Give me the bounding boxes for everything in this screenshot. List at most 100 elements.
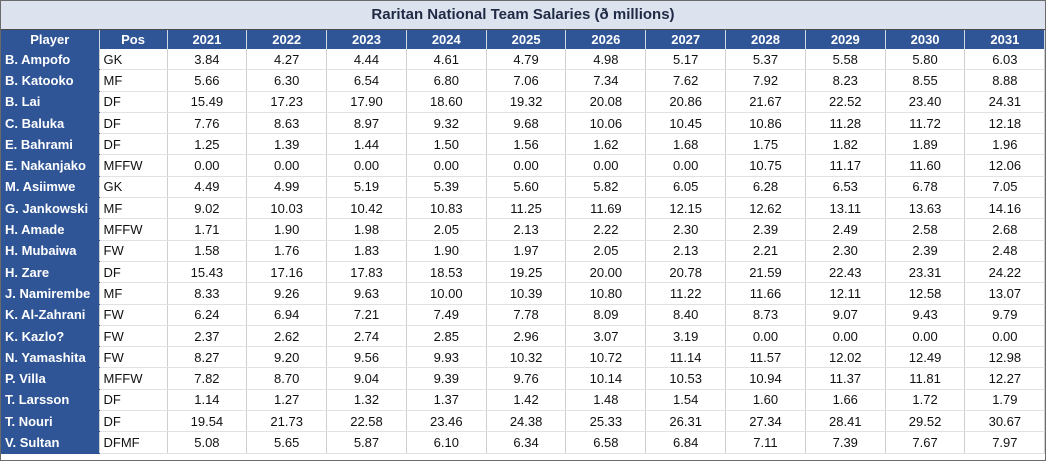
- salary-cell[interactable]: 2.58: [885, 218, 966, 241]
- salary-cell[interactable]: 12.15: [645, 197, 727, 220]
- salary-cell[interactable]: 8.55: [885, 69, 966, 92]
- player-name-cell[interactable]: E. Bahrami: [1, 133, 100, 156]
- salary-cell[interactable]: 25.33: [565, 410, 647, 433]
- salary-cell[interactable]: 10.53: [645, 367, 727, 390]
- player-name-cell[interactable]: K. Kazlo?: [1, 325, 100, 348]
- salary-cell[interactable]: 5.87: [326, 431, 407, 454]
- salary-cell[interactable]: 23.46: [406, 410, 487, 433]
- salary-cell[interactable]: 5.66: [167, 69, 248, 92]
- salary-cell[interactable]: 8.40: [645, 304, 727, 326]
- player-name-cell[interactable]: V. Sultan: [1, 431, 100, 454]
- salary-cell[interactable]: 6.84: [645, 431, 727, 454]
- salary-cell[interactable]: 19.32: [486, 91, 567, 113]
- salary-cell[interactable]: 2.30: [645, 218, 727, 241]
- salary-cell[interactable]: 21.67: [725, 91, 806, 113]
- salary-cell[interactable]: 0.00: [805, 325, 886, 348]
- salary-cell[interactable]: 1.90: [246, 218, 328, 241]
- salary-cell[interactable]: 6.80: [406, 69, 487, 92]
- salary-cell[interactable]: 2.48: [964, 240, 1046, 262]
- salary-cell[interactable]: 1.48: [565, 389, 647, 412]
- salary-cell[interactable]: 3.84: [167, 49, 248, 71]
- salary-cell[interactable]: 24.22: [964, 261, 1046, 284]
- column-header-2029[interactable]: 2029: [805, 30, 886, 49]
- salary-cell[interactable]: 11.22: [645, 282, 727, 305]
- position-cell[interactable]: DF: [99, 261, 168, 284]
- salary-cell[interactable]: 0.00: [326, 154, 407, 177]
- salary-cell[interactable]: 2.85: [406, 325, 487, 348]
- salary-cell[interactable]: 10.72: [565, 346, 647, 369]
- salary-cell[interactable]: 6.53: [805, 176, 886, 199]
- salary-cell[interactable]: 22.58: [326, 410, 407, 433]
- position-cell[interactable]: MF: [99, 282, 168, 305]
- salary-cell[interactable]: 13.07: [964, 282, 1046, 305]
- salary-cell[interactable]: 10.75: [725, 154, 806, 177]
- salary-cell[interactable]: 29.52: [885, 410, 966, 433]
- salary-cell[interactable]: 1.82: [805, 133, 886, 156]
- salary-cell[interactable]: 14.16: [964, 197, 1046, 220]
- salary-cell[interactable]: 5.65: [246, 431, 328, 454]
- salary-cell[interactable]: 17.83: [326, 261, 407, 284]
- salary-cell[interactable]: 9.93: [406, 346, 487, 369]
- salary-cell[interactable]: 28.41: [805, 410, 886, 433]
- salary-cell[interactable]: 10.42: [326, 197, 407, 220]
- salary-cell[interactable]: 8.27: [167, 346, 248, 369]
- salary-cell[interactable]: 9.43: [885, 304, 966, 326]
- salary-cell[interactable]: 5.08: [167, 431, 248, 454]
- salary-cell[interactable]: 17.90: [326, 91, 407, 113]
- salary-cell[interactable]: 1.96: [964, 133, 1046, 156]
- salary-cell[interactable]: 2.68: [964, 218, 1046, 241]
- player-name-cell[interactable]: G. Jankowski: [1, 197, 100, 220]
- salary-cell[interactable]: 12.62: [725, 197, 806, 220]
- salary-cell[interactable]: 2.30: [805, 240, 886, 262]
- salary-cell[interactable]: 1.14: [167, 389, 248, 412]
- salary-cell[interactable]: 7.34: [565, 69, 647, 92]
- salary-cell[interactable]: 11.57: [725, 346, 806, 369]
- player-name-cell[interactable]: T. Nouri: [1, 410, 100, 433]
- salary-cell[interactable]: 10.39: [486, 282, 567, 305]
- salary-cell[interactable]: 10.06: [565, 112, 647, 135]
- salary-cell[interactable]: 11.66: [725, 282, 806, 305]
- salary-cell[interactable]: 2.49: [805, 218, 886, 241]
- salary-cell[interactable]: 11.28: [805, 112, 886, 135]
- salary-cell[interactable]: 6.05: [645, 176, 727, 199]
- position-cell[interactable]: DF: [99, 410, 168, 433]
- salary-cell[interactable]: 1.75: [725, 133, 806, 156]
- column-header-2028[interactable]: 2028: [725, 30, 806, 49]
- salary-cell[interactable]: 5.60: [486, 176, 567, 199]
- salary-cell[interactable]: 1.72: [885, 389, 966, 412]
- salary-cell[interactable]: 4.44: [326, 49, 407, 71]
- salary-cell[interactable]: 4.27: [246, 49, 328, 71]
- salary-cell[interactable]: 15.43: [167, 261, 248, 284]
- salary-cell[interactable]: 8.23: [805, 69, 886, 92]
- salary-cell[interactable]: 8.88: [964, 69, 1046, 92]
- salary-cell[interactable]: 12.06: [964, 154, 1046, 177]
- salary-cell[interactable]: 4.49: [167, 176, 248, 199]
- column-header-2021[interactable]: 2021: [167, 30, 248, 49]
- salary-cell[interactable]: 9.56: [326, 346, 407, 369]
- position-cell[interactable]: DF: [99, 112, 168, 135]
- salary-cell[interactable]: 2.21: [725, 240, 806, 262]
- salary-cell[interactable]: 1.39: [246, 133, 328, 156]
- column-header-2022[interactable]: 2022: [246, 30, 328, 49]
- salary-cell[interactable]: 1.44: [326, 133, 407, 156]
- salary-cell[interactable]: 27.34: [725, 410, 806, 433]
- salary-cell[interactable]: 8.70: [246, 367, 328, 390]
- salary-cell[interactable]: 12.49: [885, 346, 966, 369]
- salary-cell[interactable]: 6.03: [964, 49, 1046, 71]
- salary-cell[interactable]: 2.74: [326, 325, 407, 348]
- salary-cell[interactable]: 10.14: [565, 367, 647, 390]
- salary-cell[interactable]: 5.39: [406, 176, 487, 199]
- salary-cell[interactable]: 17.23: [246, 91, 328, 113]
- salary-cell[interactable]: 0.00: [406, 154, 487, 177]
- salary-cell[interactable]: 7.82: [167, 367, 248, 390]
- salary-cell[interactable]: 4.99: [246, 176, 328, 199]
- salary-cell[interactable]: 11.17: [805, 154, 886, 177]
- salary-cell[interactable]: 9.39: [406, 367, 487, 390]
- salary-cell[interactable]: 0.00: [486, 154, 567, 177]
- position-cell[interactable]: DF: [99, 133, 168, 156]
- salary-cell[interactable]: 7.21: [326, 304, 407, 326]
- position-cell[interactable]: DF: [99, 389, 168, 412]
- salary-cell[interactable]: 5.80: [885, 49, 966, 71]
- salary-cell[interactable]: 9.26: [246, 282, 328, 305]
- position-cell[interactable]: FW: [99, 346, 168, 369]
